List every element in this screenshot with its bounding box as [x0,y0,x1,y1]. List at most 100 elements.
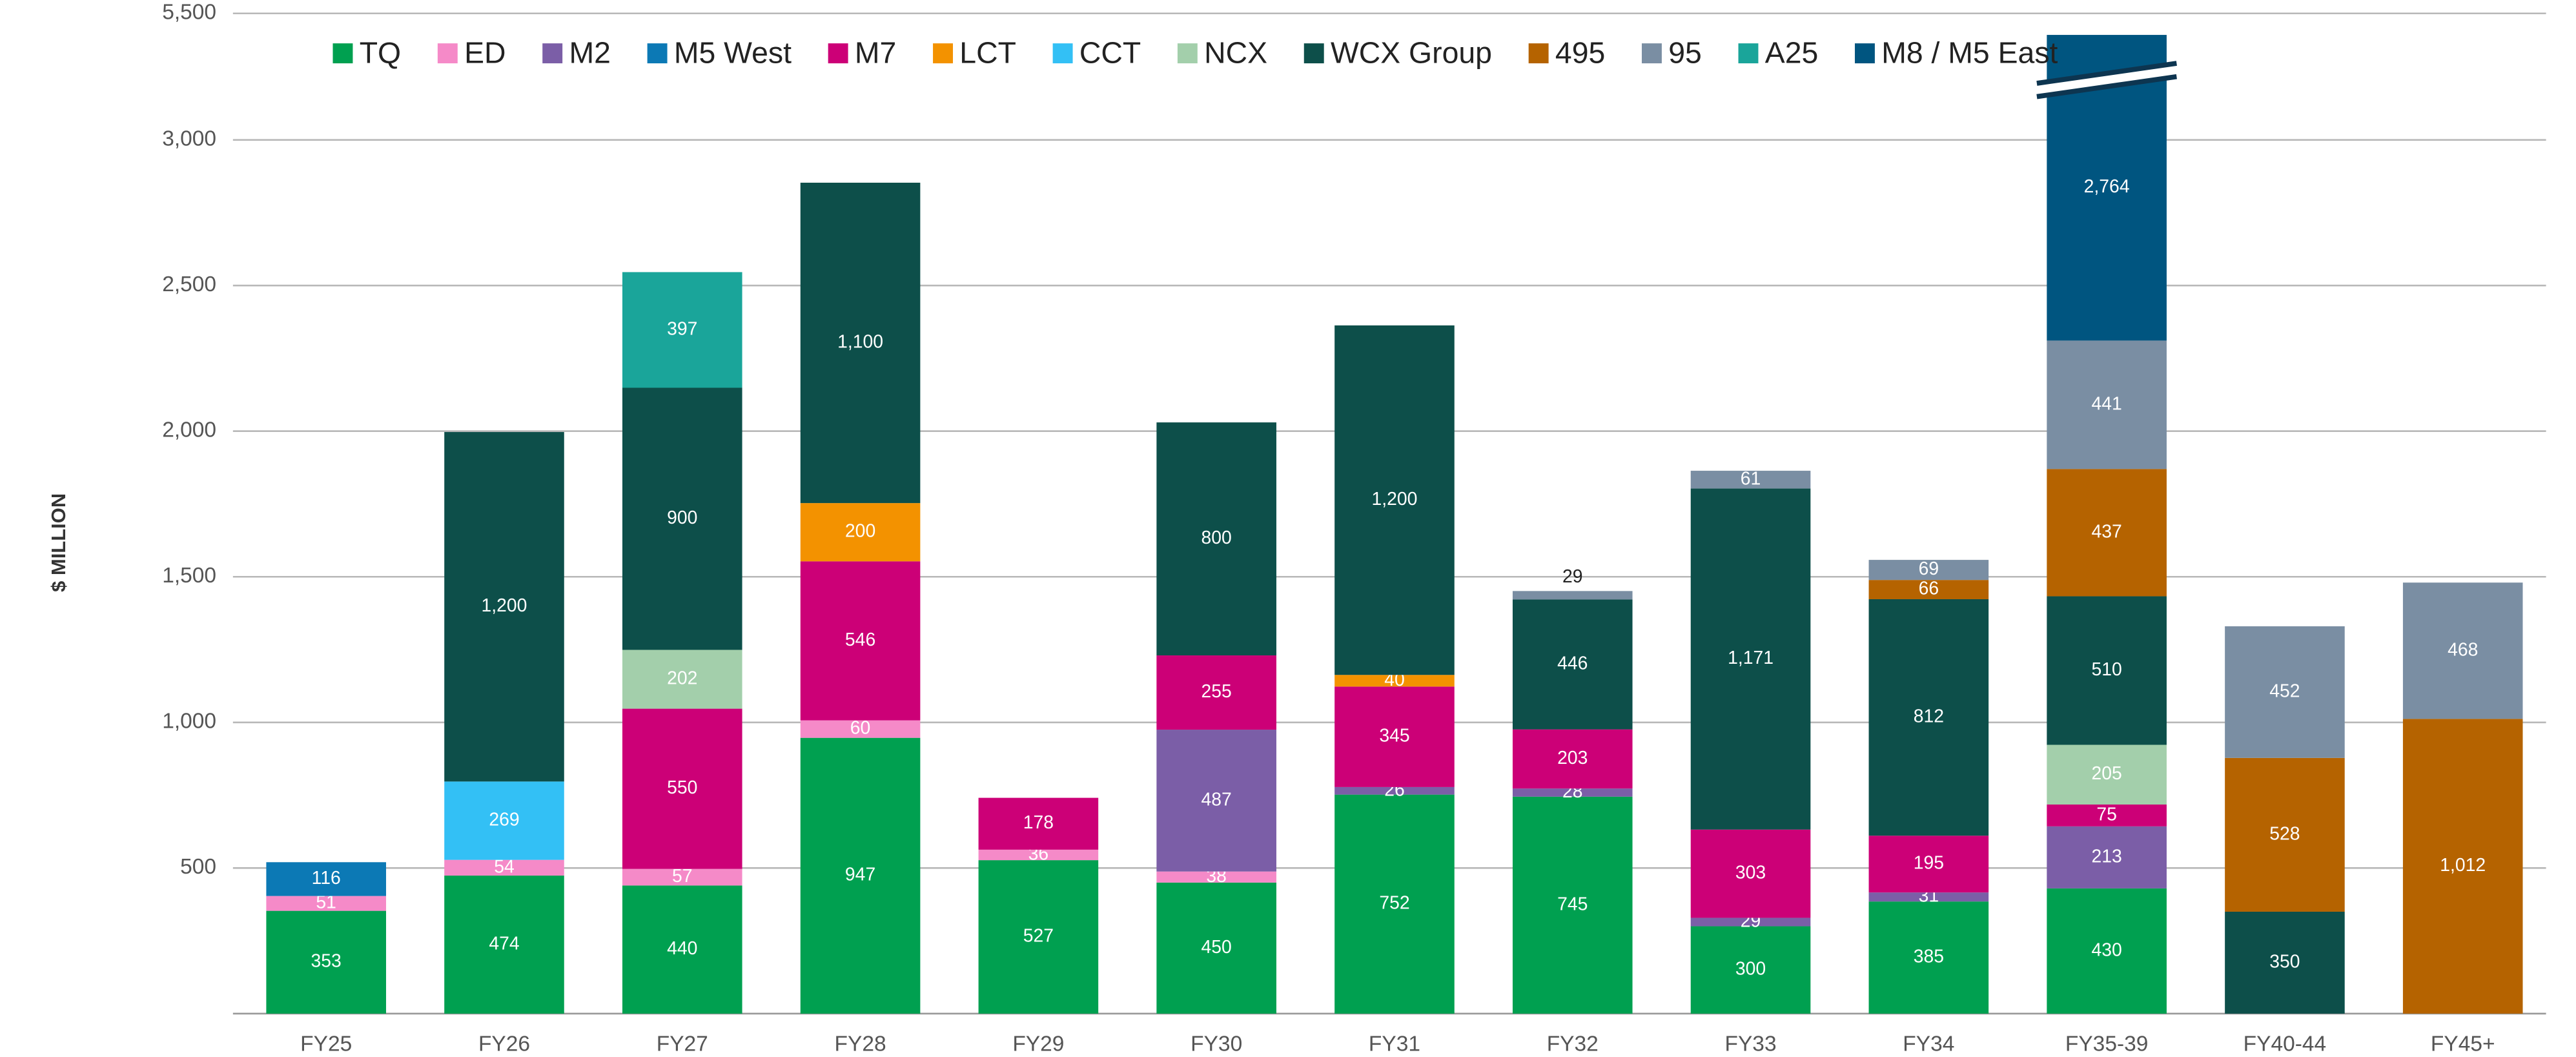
y-tick-label: 1,000 [162,710,216,734]
legend-swatch [1641,43,1662,64]
legend-label: M8 / M5 East [1881,36,2058,69]
bar-segment [1156,730,1276,872]
data-label: 345 [1379,726,1409,746]
data-label: 75 [2096,804,2117,825]
legend-swatch [1854,43,1875,64]
bar-segment [1334,786,1455,795]
bar-segment [444,859,564,876]
data-label: 528 [2269,823,2300,844]
data-label: 546 [845,630,875,650]
x-tick-label: FY25 [300,1032,352,1056]
x-tick-label: FY26 [478,1032,530,1056]
bar-segment [1512,729,1633,789]
legend-label: TQ [360,36,401,69]
legend-swatch [1177,43,1198,64]
bar-segment [1334,325,1455,675]
legend-swatch [933,43,953,64]
bar-segment [1156,422,1276,656]
x-tick-label: FY31 [1369,1032,1420,1056]
y-tick-label: 3,000 [162,127,216,150]
bar-segment [1868,599,1989,836]
data-label: 303 [1735,863,1766,883]
legend-label: M5 West [674,36,792,69]
legend-label: M2 [569,36,610,69]
bar-segment [2047,804,2167,826]
bar-segment [800,182,921,504]
bar-segment [1512,788,1633,797]
data-label: 800 [1201,528,1232,548]
bar-segment [1690,488,1811,830]
bar-segment [800,503,921,562]
data-label: 203 [1557,748,1588,768]
x-tick-label: FY29 [1012,1032,1064,1056]
x-tick-label: FY35-39 [2065,1032,2149,1056]
bar-segment [1690,926,1811,1014]
legend-swatch [542,43,563,64]
bar-segment [1334,794,1455,1014]
legend-swatch [1738,43,1759,64]
legend-swatch [647,43,668,64]
x-tick-label: FY33 [1725,1032,1777,1056]
legend-swatch [1303,43,1324,64]
data-label: 437 [2091,521,2121,542]
data-label: 178 [1023,812,1054,833]
x-tick-label: FY34 [1903,1032,1954,1056]
bar-segment [622,387,742,650]
bar-segment [2225,911,2345,1014]
bar-segment [622,272,742,388]
data-label: 510 [2091,659,2121,680]
data-label: 269 [489,810,519,830]
bar-segment [1868,901,1989,1014]
data-label: 200 [845,521,875,542]
data-label: 1,171 [1728,648,1774,668]
x-tick-label: FY32 [1547,1032,1599,1056]
bar-segment [1690,918,1811,927]
data-label: 900 [667,508,697,528]
data-label: 487 [1201,789,1232,810]
data-label: 468 [2448,639,2478,660]
x-tick-label: FY45+ [2431,1032,2495,1056]
y-tick-label: 2,500 [162,272,216,296]
legend-label: 95 [1668,36,1702,69]
bar-segment [1334,675,1455,687]
data-label: 527 [1023,925,1054,946]
data-label: 752 [1379,893,1409,914]
bar-segment [1690,829,1811,918]
bar-segment [978,860,1099,1014]
bar-segment [266,896,386,911]
y-axis-title: $ MILLION [47,493,70,592]
bar-segment [1512,796,1633,1014]
legend-label: A25 [1765,36,1819,69]
data-label: 202 [667,668,697,689]
data-label: 947 [845,865,875,885]
bar-segment [1156,871,1276,883]
data-label: 116 [312,868,341,888]
legend-label: CCT [1079,36,1141,69]
data-label: 300 [1735,959,1766,980]
legend: TQ ED M2 M5 West M7 LCT CCT NCX WCX Group 495 95 A2… [332,36,2058,69]
bar-segment [1868,560,1989,580]
bar-segment [2047,469,2167,597]
data-label: 350 [2269,951,2300,972]
bar-segment [2402,582,2523,719]
bar-segment [1512,599,1633,730]
axis-break [2036,63,2177,97]
bar-segment [800,720,921,738]
data-label: 29 [1562,566,1583,587]
legend-label: ED [464,36,506,69]
legend-label: LCT [959,36,1016,69]
data-label: 213 [2091,846,2121,867]
y-tick-label: 5,500 [162,1,216,25]
bar-segment [1868,892,1989,902]
bar-segment [978,849,1099,861]
bar-segment [622,868,742,886]
bar-segment [800,737,921,1014]
data-label: 446 [1557,653,1588,674]
y-tick-label: 500 [180,855,216,879]
data-label: 474 [489,933,519,954]
data-label: 255 [1201,681,1232,702]
bar-segment [1156,882,1276,1014]
bar-segment [2047,888,2167,1014]
y-tick-label: 1,500 [162,564,216,588]
data-label: 745 [1557,894,1588,914]
